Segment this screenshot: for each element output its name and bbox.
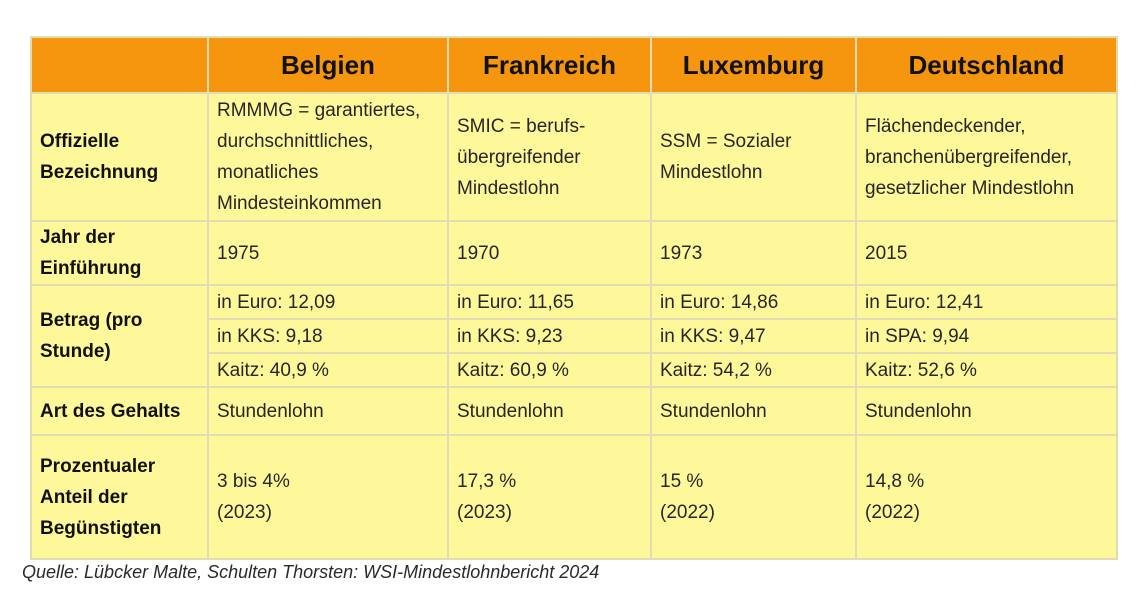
cell-art-belgien: Stundenlohn (207, 386, 449, 436)
cell-euro-frankreich: in Euro: 11,65 (447, 284, 652, 320)
row-bezeichnung: Offizielle Bezeichnung RMMMG = garantier… (30, 92, 1118, 222)
anteil-value: 3 bis 4% (217, 471, 290, 492)
cell-kks-luxemburg: in KKS: 9,47 (650, 318, 857, 354)
cell-kaitz-luxemburg: Kaitz: 54,2 % (650, 352, 857, 388)
header-frankreich: Frankreich (447, 36, 652, 94)
rowhead-jahr: Jahr der Einführung (30, 220, 209, 286)
row-art: Art des Gehalts Stundenlohn Stundenlohn … (30, 386, 1118, 436)
anteil-year: (2023) (457, 502, 512, 523)
anteil-year: (2023) (217, 502, 272, 523)
cell-bezeichnung-belgien: RMMMG = garantiertes, durchschnittliches… (207, 92, 449, 222)
anteil-year: (2022) (865, 502, 920, 523)
row-betrag-kks: in KKS: 9,18 in KKS: 9,23 in KKS: 9,47 i… (31, 318, 1118, 354)
cell-art-deutschland: Stundenlohn (855, 386, 1118, 436)
cell-kks-deutschland: in SPA: 9,94 (855, 318, 1118, 354)
cell-kaitz-belgien: Kaitz: 40,9 % (207, 352, 449, 388)
header-luxemburg: Luxemburg (650, 36, 857, 94)
cell-kaitz-frankreich: Kaitz: 60,9 % (447, 352, 652, 388)
cell-bezeichnung-deutschland: Flächendeckender, branchenübergreifender… (855, 92, 1118, 222)
anteil-year: (2022) (660, 502, 715, 523)
cell-euro-deutschland: in Euro: 12,41 (855, 284, 1118, 320)
rowhead-art: Art des Gehalts (30, 386, 209, 436)
anteil-value: 15 % (660, 471, 704, 492)
cell-kaitz-deutschland: Kaitz: 52,6 % (855, 352, 1118, 388)
mindestlohn-table: Belgien Frankreich Luxemburg Deutschland… (30, 36, 1118, 560)
cell-anteil-luxemburg: 15 % (2022) (650, 434, 857, 560)
rowhead-bezeichnung: Offizielle Bezeichnung (30, 92, 209, 222)
anteil-value: 17,3 % (457, 471, 517, 492)
cell-euro-luxemburg: in Euro: 14,86 (650, 284, 857, 320)
header-deutschland: Deutschland (855, 36, 1118, 94)
cell-bezeichnung-frankreich: SMIC = berufs-übergreifender Mindestlohn (447, 92, 652, 222)
cell-kks-belgien: in KKS: 9,18 (207, 318, 449, 354)
header-belgien: Belgien (207, 36, 449, 94)
cell-jahr-deutschland: 2015 (855, 220, 1118, 286)
anteil-value: 14,8 % (865, 471, 925, 492)
rowhead-anteil: Prozentualer Anteil der Begünstigten (30, 434, 209, 560)
source-caption: Quelle: Lübcker Malte, Schulten Thorsten… (22, 562, 600, 582)
cell-anteil-belgien: 3 bis 4% (2023) (207, 434, 449, 560)
row-jahr: Jahr der Einführung 1975 1970 1973 2015 (30, 220, 1118, 286)
cell-euro-belgien: in Euro: 12,09 (207, 284, 449, 320)
cell-kks-frankreich: in KKS: 9,23 (447, 318, 652, 354)
row-anteil: Prozentualer Anteil der Begünstigten 3 b… (30, 434, 1118, 560)
row-betrag-euro: Betrag (pro Stunde) in Euro: 12,09 in Eu… (30, 284, 1118, 388)
cell-anteil-frankreich: 17,3 % (2023) (447, 434, 652, 560)
row-betrag-kaitz: Kaitz: 40,9 % Kaitz: 60,9 % Kaitz: 54,2 … (31, 352, 1118, 388)
cell-bezeichnung-luxemburg: SSM = Sozialer Mindestlohn (650, 92, 857, 222)
rowhead-betrag: Betrag (pro Stunde) (30, 284, 209, 388)
cell-anteil-deutschland: 14,8 % (2022) (855, 434, 1118, 560)
header-corner (30, 36, 209, 94)
cell-jahr-belgien: 1975 (207, 220, 449, 286)
cell-art-frankreich: Stundenlohn (447, 386, 652, 436)
cell-art-luxemburg: Stundenlohn (650, 386, 857, 436)
cell-jahr-frankreich: 1970 (447, 220, 652, 286)
cell-jahr-luxemburg: 1973 (650, 220, 857, 286)
header-row: Belgien Frankreich Luxemburg Deutschland (30, 36, 1118, 94)
